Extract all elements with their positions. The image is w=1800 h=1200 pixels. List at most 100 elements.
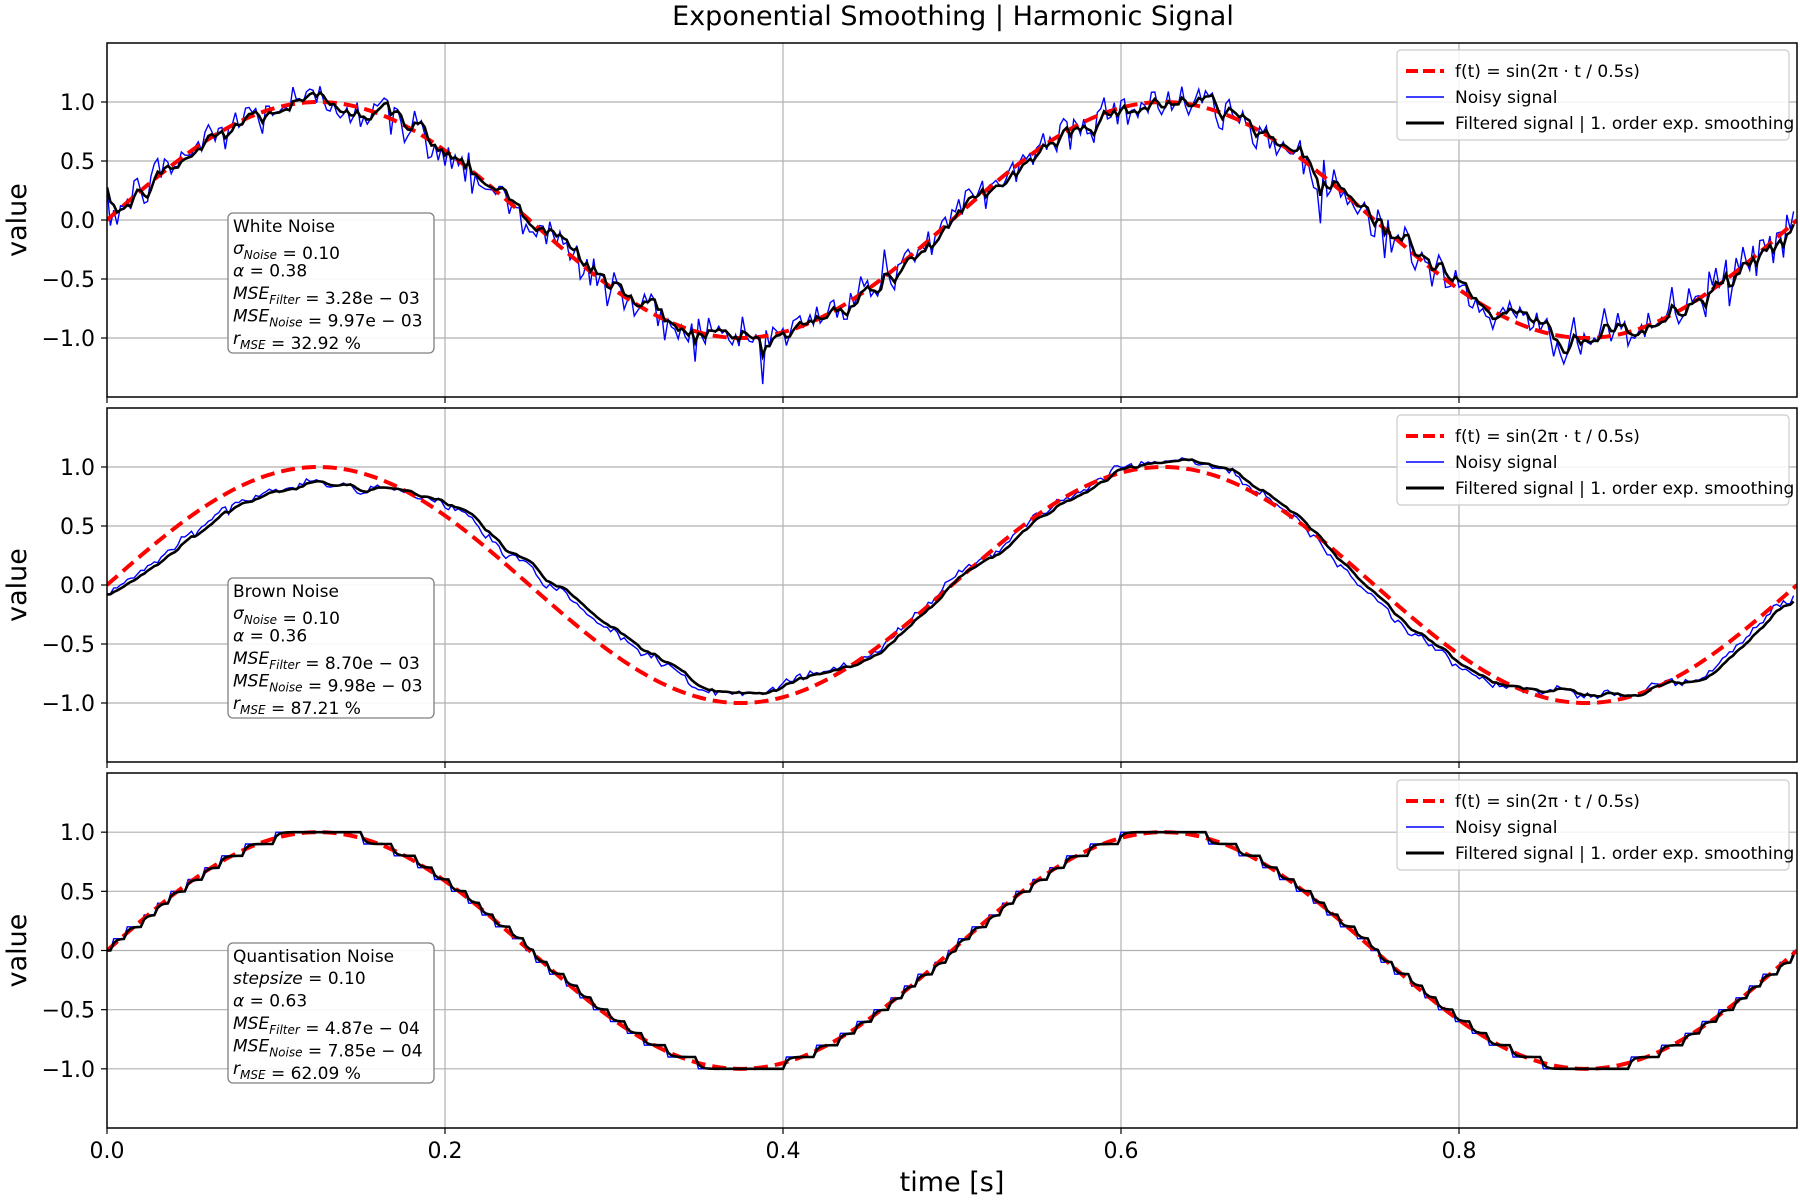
y-tick-label: 1.0 xyxy=(60,821,95,846)
info-value: 87.21 % xyxy=(291,699,361,719)
y-axis-label: value xyxy=(2,914,33,988)
info-box-line-5: rMSE = 87.21 % xyxy=(233,694,361,719)
info-value: 0.38 xyxy=(269,262,307,282)
legend-entry-noisy: Noisy signal xyxy=(1455,453,1557,473)
info-box-line-4: MSENoise = 9.98e − 03 xyxy=(233,672,423,697)
info-symbol: r xyxy=(233,1059,241,1079)
info-subscript: Noise xyxy=(244,613,277,627)
info-box-frame xyxy=(227,942,435,1084)
info-symbol: σ xyxy=(233,604,245,624)
info-value: 8.70e − 03 xyxy=(325,654,420,674)
x-tick-label: 0.2 xyxy=(428,1139,463,1164)
info-symbol: α xyxy=(233,992,244,1012)
info-symbol: MSE xyxy=(233,1014,269,1034)
info-value: 3.28e − 03 xyxy=(325,289,420,309)
info-subscript: MSE xyxy=(240,703,266,717)
legend-entry-reference: f(t) = sin(2π · t / 0.5s) xyxy=(1455,792,1640,812)
plot-frame xyxy=(106,407,1798,763)
info-symbol: σ xyxy=(233,239,245,259)
plot-frame xyxy=(106,42,1798,398)
series-group xyxy=(107,86,1797,385)
figure-title: Exponential Smoothing | Harmonic Signal xyxy=(672,1,1234,32)
legend-entry-filtered: Filtered signal | 1. order exp. smoothin… xyxy=(1455,479,1794,499)
y-tick-label: −0.5 xyxy=(42,999,95,1024)
legend-entry-reference: f(t) = sin(2π · t / 0.5s) xyxy=(1455,62,1640,82)
info-box-line-3: MSEFilter = 3.28e − 03 xyxy=(233,284,420,309)
y-tick-label: 1.0 xyxy=(60,456,95,481)
series-filtered-signal xyxy=(107,458,1795,698)
y-tick-label: 0.5 xyxy=(60,150,95,175)
info-box-line-4: MSENoise = 9.97e − 03 xyxy=(233,307,423,332)
info-box-line-5: rMSE = 32.92 % xyxy=(233,329,361,354)
y-tick-label: −0.5 xyxy=(42,633,95,658)
y-axis-label: value xyxy=(2,183,33,257)
panel-quantisation: −1.0 −0.5 0.0 0.5 1.0 0.0 0.2 0.4 0.6 0.8 value tim… xyxy=(2,772,1798,1198)
legend-box xyxy=(1396,414,1790,506)
y-tick-label: 0.5 xyxy=(60,515,95,540)
info-value: 32.92 % xyxy=(291,334,361,354)
info-subscript: MSE xyxy=(240,1068,266,1082)
info-value: 4.87e − 04 xyxy=(325,1019,420,1039)
info-value: 0.10 xyxy=(302,609,340,629)
info-box-line-5: rMSE = 62.09 % xyxy=(233,1059,361,1084)
plot-frame xyxy=(106,772,1798,1129)
info-value: 9.98e − 03 xyxy=(328,677,423,697)
info-value: 0.36 xyxy=(269,627,307,647)
info-symbol: MSE xyxy=(233,307,269,327)
info-symbol: MSE xyxy=(233,284,269,304)
info-subscript: Noise xyxy=(269,316,302,330)
info-subscript: Filter xyxy=(269,1023,301,1037)
legend-entry-noisy: Noisy signal xyxy=(1455,88,1557,108)
info-symbol: r xyxy=(233,694,241,714)
series-filtered-signal xyxy=(107,90,1795,361)
info-value: 0.10 xyxy=(328,969,366,989)
info-box-line-2: α = 0.63 xyxy=(233,992,307,1012)
info-subscript: Noise xyxy=(269,681,302,695)
legend-box xyxy=(1396,779,1790,871)
info-subscript: Noise xyxy=(244,248,277,262)
legend: f(t) = sin(2π · t / 0.5s) Noisy signal Fil… xyxy=(1396,414,1794,506)
x-tick-label: 0.6 xyxy=(1104,1139,1139,1164)
info-box-title: White Noise xyxy=(233,217,335,237)
info-symbol: stepsize xyxy=(233,969,303,989)
y-tick-label: 0.0 xyxy=(60,940,95,965)
info-box-line-2: α = 0.38 xyxy=(233,262,307,282)
info-value: 0.63 xyxy=(269,992,307,1012)
info-symbol: MSE xyxy=(233,1037,269,1057)
series-filtered-signal xyxy=(107,830,1795,1071)
info-value: 9.97e − 03 xyxy=(328,312,423,332)
info-subscript: Noise xyxy=(269,1046,302,1060)
y-tick-label: −1.0 xyxy=(42,1058,95,1083)
info-box-title: Quantisation Noise xyxy=(233,947,394,967)
series-group xyxy=(107,830,1797,1071)
info-box-line-3: MSEFilter = 8.70e − 03 xyxy=(233,649,420,674)
info-box-line-2: α = 0.36 xyxy=(233,627,307,647)
y-tick-label: 0.5 xyxy=(60,880,95,905)
info-subscript: MSE xyxy=(240,338,266,352)
info-value: 7.85e − 04 xyxy=(328,1042,423,1062)
info-box-frame xyxy=(227,212,435,354)
info-box-line-1: σNoise = 0.10 xyxy=(233,604,340,629)
legend: f(t) = sin(2π · t / 0.5s) Noisy signal Fil… xyxy=(1396,779,1794,871)
info-box-frame xyxy=(227,577,435,719)
legend-entry-reference: f(t) = sin(2π · t / 0.5s) xyxy=(1455,427,1640,447)
y-tick-label: −0.5 xyxy=(42,268,95,293)
info-value: 0.10 xyxy=(302,244,340,264)
info-value: 62.09 % xyxy=(291,1064,361,1084)
info-box-line-4: MSENoise = 7.85e − 04 xyxy=(233,1037,423,1062)
y-axis-label: value xyxy=(2,548,33,622)
legend: f(t) = sin(2π · t / 0.5s) Noisy signal Fil… xyxy=(1396,49,1794,141)
info-subscript: Filter xyxy=(269,658,301,672)
info-box-line-1: stepsize = 0.10 xyxy=(233,969,366,989)
info-symbol: α xyxy=(233,262,244,282)
y-tick-label: 0.0 xyxy=(60,209,95,234)
y-tick-label: −1.0 xyxy=(42,692,95,717)
info-symbol: α xyxy=(233,627,244,647)
legend-entry-noisy: Noisy signal xyxy=(1455,818,1557,838)
x-tick-label: 0.8 xyxy=(1442,1139,1477,1164)
panel-brown: −1.0 −0.5 0.0 0.5 1.0 value f(t) = sin(2π · t … xyxy=(2,407,1798,768)
